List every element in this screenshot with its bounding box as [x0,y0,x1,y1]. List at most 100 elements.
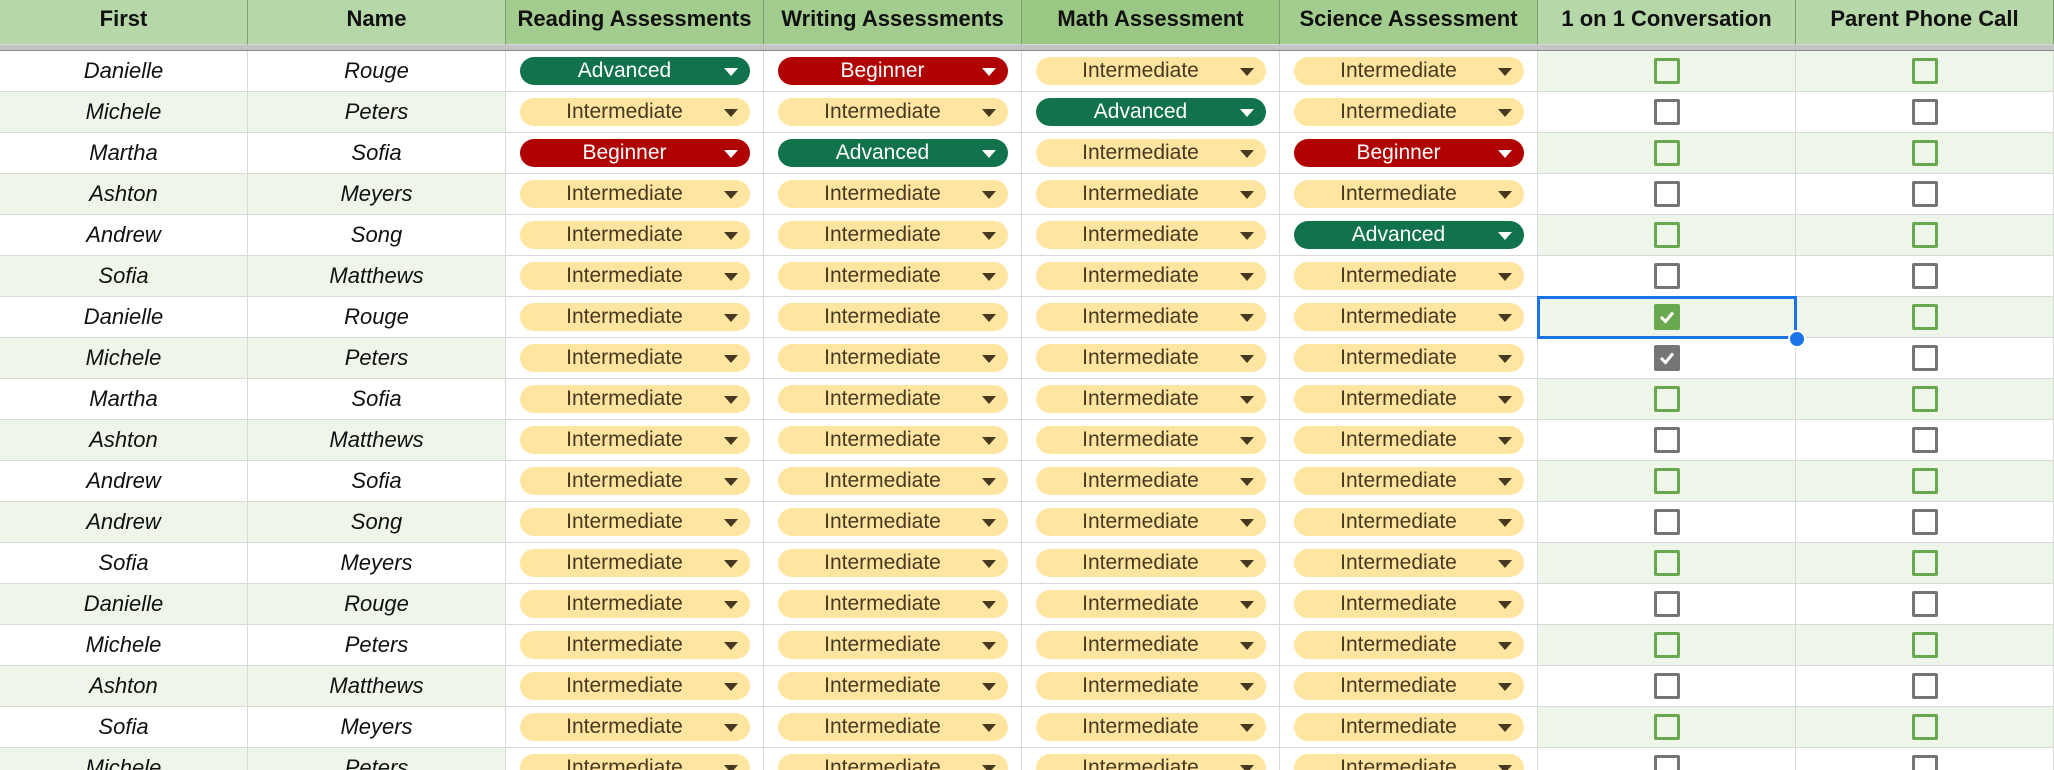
dropdown-chip[interactable]: Intermediate [519,508,750,536]
dropdown-chip[interactable]: Intermediate [1293,426,1524,454]
checkbox[interactable] [1653,140,1680,166]
checkbox[interactable] [1653,386,1680,412]
dropdown-chip[interactable]: Intermediate [1293,57,1524,85]
dropdown-chip[interactable]: Intermediate [519,549,750,577]
checkbox[interactable] [1653,304,1680,330]
dropdown-chip[interactable]: Intermediate [1035,57,1266,85]
dropdown-chip[interactable]: Intermediate [1293,590,1524,618]
dropdown-chip[interactable]: Advanced [1293,221,1524,249]
dropdown-chip[interactable]: Intermediate [777,221,1008,249]
dropdown-chip[interactable]: Intermediate [1035,631,1266,659]
dropdown-chip[interactable]: Intermediate [1293,549,1524,577]
dropdown-chip[interactable]: Intermediate [1293,262,1524,290]
dropdown-chip[interactable]: Intermediate [519,98,750,126]
dropdown-chip[interactable]: Beginner [519,139,750,167]
checkbox[interactable] [1911,550,1938,576]
dropdown-chip[interactable]: Intermediate [519,385,750,413]
dropdown-chip[interactable]: Intermediate [1293,303,1524,331]
dropdown-chip[interactable]: Intermediate [1035,426,1266,454]
checkbox[interactable] [1653,550,1680,576]
dropdown-chip[interactable]: Intermediate [1035,262,1266,290]
dropdown-chip[interactable]: Intermediate [519,467,750,495]
checkbox[interactable] [1653,632,1680,658]
checkbox[interactable] [1911,591,1938,617]
dropdown-chip[interactable]: Intermediate [777,344,1008,372]
dropdown-chip[interactable]: Intermediate [777,549,1008,577]
dropdown-chip[interactable]: Intermediate [1035,180,1266,208]
dropdown-chip[interactable]: Intermediate [1035,672,1266,700]
checkbox[interactable] [1911,99,1938,125]
checkbox[interactable] [1653,427,1680,453]
dropdown-chip[interactable]: Intermediate [777,426,1008,454]
dropdown-chip[interactable]: Intermediate [519,262,750,290]
dropdown-chip[interactable]: Intermediate [1035,590,1266,618]
dropdown-chip[interactable]: Intermediate [519,221,750,249]
checkbox[interactable] [1653,755,1680,770]
dropdown-chip[interactable]: Intermediate [1035,549,1266,577]
dropdown-chip[interactable]: Intermediate [519,713,750,741]
dropdown-chip[interactable]: Intermediate [1035,713,1266,741]
dropdown-chip[interactable]: Intermediate [519,344,750,372]
checkbox[interactable] [1653,263,1680,289]
checkbox[interactable] [1653,222,1680,248]
dropdown-chip[interactable]: Intermediate [1293,467,1524,495]
checkbox[interactable] [1911,181,1938,207]
dropdown-chip[interactable]: Intermediate [777,467,1008,495]
dropdown-chip[interactable]: Intermediate [1293,754,1524,770]
checkbox[interactable] [1911,632,1938,658]
dropdown-chip[interactable]: Intermediate [1293,98,1524,126]
checkbox[interactable] [1911,140,1938,166]
dropdown-chip[interactable]: Intermediate [777,98,1008,126]
dropdown-chip[interactable]: Intermediate [777,672,1008,700]
dropdown-chip[interactable]: Intermediate [1035,344,1266,372]
checkbox[interactable] [1653,181,1680,207]
dropdown-chip[interactable]: Intermediate [1035,467,1266,495]
dropdown-chip[interactable]: Intermediate [1293,180,1524,208]
checkbox[interactable] [1653,468,1680,494]
checkbox[interactable] [1911,673,1938,699]
checkbox[interactable] [1653,591,1680,617]
dropdown-chip[interactable]: Intermediate [1293,385,1524,413]
dropdown-chip[interactable]: Intermediate [1035,385,1266,413]
checkbox[interactable] [1911,304,1938,330]
dropdown-chip[interactable]: Intermediate [1293,508,1524,536]
dropdown-chip[interactable]: Intermediate [777,508,1008,536]
dropdown-chip[interactable]: Intermediate [777,303,1008,331]
dropdown-chip[interactable]: Intermediate [777,754,1008,770]
checkbox[interactable] [1653,509,1680,535]
checkbox[interactable] [1911,714,1938,740]
dropdown-chip[interactable]: Intermediate [1035,139,1266,167]
checkbox[interactable] [1911,755,1938,770]
dropdown-chip[interactable]: Intermediate [777,713,1008,741]
dropdown-chip[interactable]: Beginner [777,57,1008,85]
dropdown-chip[interactable]: Intermediate [1035,754,1266,770]
dropdown-chip[interactable]: Intermediate [1293,672,1524,700]
checkbox[interactable] [1653,673,1680,699]
dropdown-chip[interactable]: Intermediate [519,180,750,208]
dropdown-chip[interactable]: Intermediate [1035,508,1266,536]
dropdown-chip[interactable]: Intermediate [777,590,1008,618]
dropdown-chip[interactable]: Advanced [519,57,750,85]
checkbox[interactable] [1653,345,1680,371]
dropdown-chip[interactable]: Intermediate [777,262,1008,290]
dropdown-chip[interactable]: Intermediate [519,426,750,454]
dropdown-chip[interactable]: Intermediate [519,590,750,618]
dropdown-chip[interactable]: Beginner [1293,139,1524,167]
dropdown-chip[interactable]: Intermediate [1293,344,1524,372]
checkbox[interactable] [1911,427,1938,453]
dropdown-chip[interactable]: Intermediate [1035,221,1266,249]
dropdown-chip[interactable]: Intermediate [777,385,1008,413]
checkbox[interactable] [1911,468,1938,494]
checkbox[interactable] [1911,386,1938,412]
dropdown-chip[interactable]: Intermediate [519,303,750,331]
checkbox[interactable] [1911,222,1938,248]
dropdown-chip[interactable]: Advanced [777,139,1008,167]
checkbox[interactable] [1911,263,1938,289]
dropdown-chip[interactable]: Intermediate [1035,303,1266,331]
checkbox[interactable] [1911,58,1938,84]
dropdown-chip[interactable]: Intermediate [519,672,750,700]
dropdown-chip[interactable]: Intermediate [519,754,750,770]
dropdown-chip[interactable]: Advanced [1035,98,1266,126]
checkbox[interactable] [1911,345,1938,371]
checkbox[interactable] [1653,58,1680,84]
